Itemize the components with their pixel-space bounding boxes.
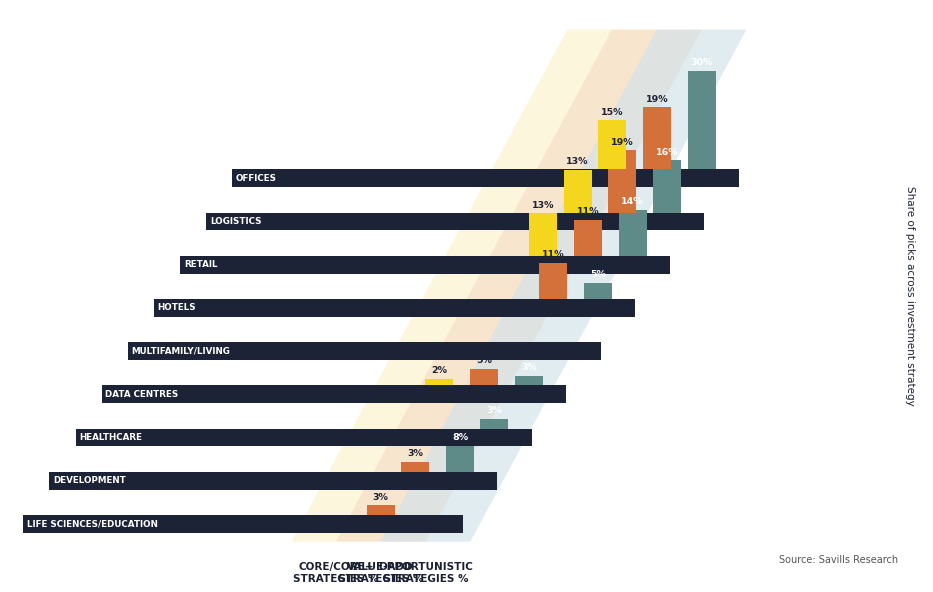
Text: 19%: 19% — [646, 95, 668, 104]
Text: 16%: 16% — [656, 147, 678, 156]
Text: Source: Savills Research: Source: Savills Research — [779, 555, 898, 565]
Text: MULTIFAMILY/LIVING: MULTIFAMILY/LIVING — [132, 346, 230, 356]
FancyBboxPatch shape — [688, 71, 716, 169]
FancyBboxPatch shape — [154, 299, 635, 317]
FancyBboxPatch shape — [401, 462, 429, 472]
Text: RETAIL: RETAIL — [184, 260, 217, 269]
Text: 14%: 14% — [621, 197, 644, 207]
Text: 19%: 19% — [611, 138, 634, 147]
FancyBboxPatch shape — [206, 213, 704, 230]
Text: 13%: 13% — [532, 201, 554, 210]
FancyBboxPatch shape — [49, 472, 497, 490]
Text: 3%: 3% — [521, 363, 537, 372]
Text: 5%: 5% — [590, 270, 606, 279]
Text: 11%: 11% — [542, 250, 564, 259]
Polygon shape — [291, 30, 657, 542]
FancyBboxPatch shape — [564, 170, 592, 213]
FancyBboxPatch shape — [574, 220, 602, 256]
FancyBboxPatch shape — [232, 169, 739, 187]
Text: HEALTHCARE: HEALTHCARE — [79, 433, 143, 442]
FancyBboxPatch shape — [425, 379, 453, 385]
Text: 5%: 5% — [476, 356, 493, 365]
FancyBboxPatch shape — [180, 256, 670, 274]
Text: 8%: 8% — [452, 433, 468, 442]
FancyBboxPatch shape — [584, 282, 612, 299]
Text: 15%: 15% — [601, 108, 623, 117]
Text: 13%: 13% — [566, 157, 589, 166]
Text: Share of picks across investment strategy: Share of picks across investment strateg… — [905, 186, 914, 406]
FancyBboxPatch shape — [608, 150, 636, 213]
FancyBboxPatch shape — [480, 419, 508, 429]
Polygon shape — [336, 30, 702, 542]
FancyBboxPatch shape — [539, 263, 567, 299]
Text: CORE/CORE+
STRATEGIES %: CORE/CORE+ STRATEGIES % — [293, 562, 379, 584]
Text: OFFICES: OFFICES — [236, 173, 277, 183]
Text: DEVELOPMENT: DEVELOPMENT — [53, 476, 126, 485]
Text: DATA CENTRES: DATA CENTRES — [105, 390, 179, 399]
FancyBboxPatch shape — [598, 120, 626, 169]
FancyBboxPatch shape — [76, 429, 532, 446]
FancyBboxPatch shape — [653, 160, 681, 213]
FancyBboxPatch shape — [446, 446, 474, 472]
FancyBboxPatch shape — [619, 210, 647, 256]
Text: VALUE-ADD
STRATEGIES %: VALUE-ADD STRATEGIES % — [338, 562, 424, 584]
Text: 3%: 3% — [372, 493, 389, 501]
FancyBboxPatch shape — [367, 505, 395, 515]
Text: LOGISTICS: LOGISTICS — [210, 217, 261, 226]
Text: LIFE SCIENCES/EDUCATION: LIFE SCIENCES/EDUCATION — [27, 519, 158, 529]
FancyBboxPatch shape — [102, 385, 566, 403]
Polygon shape — [381, 30, 746, 542]
Text: HOTELS: HOTELS — [158, 303, 196, 313]
FancyBboxPatch shape — [128, 342, 601, 360]
FancyBboxPatch shape — [23, 515, 463, 533]
FancyBboxPatch shape — [529, 213, 557, 256]
Text: 3%: 3% — [407, 449, 424, 458]
Text: OPPORTUNISTIC
STRATEGIES %: OPPORTUNISTIC STRATEGIES % — [378, 562, 473, 584]
Text: 11%: 11% — [577, 207, 599, 216]
Text: 2%: 2% — [431, 366, 448, 375]
FancyBboxPatch shape — [643, 107, 671, 169]
FancyBboxPatch shape — [470, 369, 498, 385]
Text: 3%: 3% — [486, 406, 503, 415]
FancyBboxPatch shape — [515, 375, 543, 385]
Text: 30%: 30% — [690, 59, 713, 67]
